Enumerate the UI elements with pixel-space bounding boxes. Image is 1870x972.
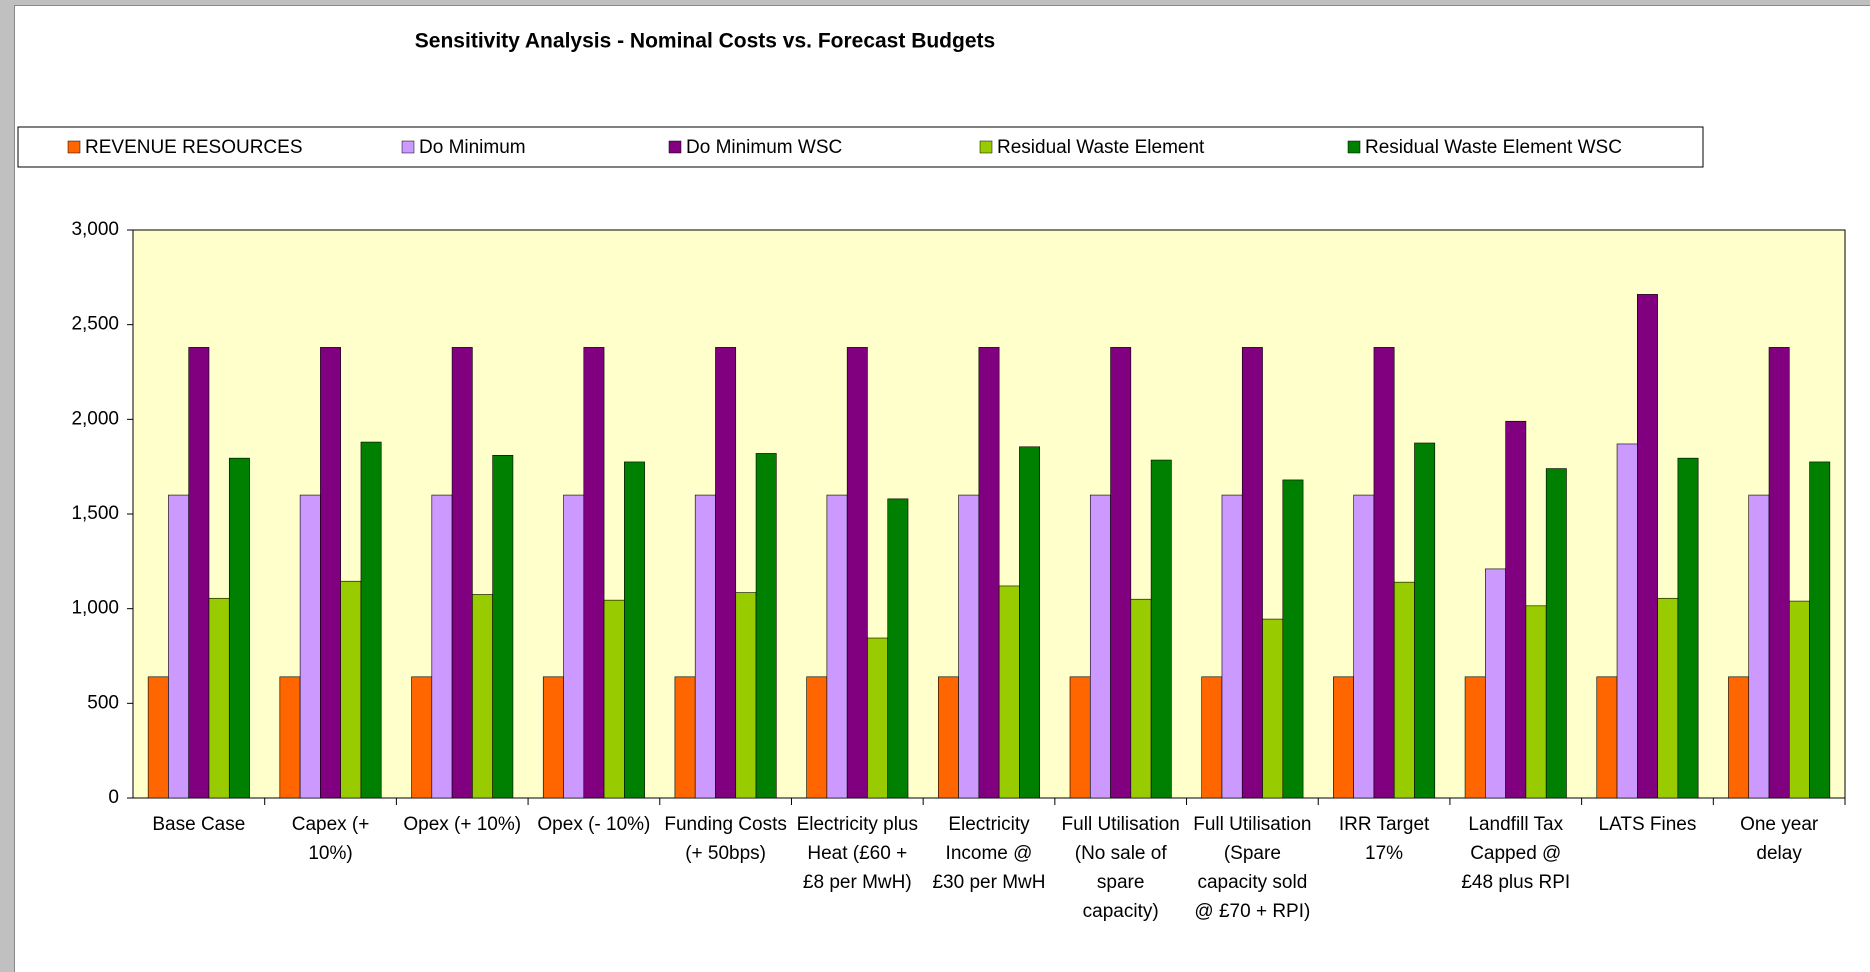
bar <box>208 597 230 799</box>
bar <box>472 594 493 799</box>
bar <box>299 494 321 799</box>
bar <box>340 580 362 799</box>
chart-title: Sensitivity Analysis - Nominal Costs vs.… <box>415 30 995 53</box>
chart-frame: Sensitivity Analysis - Nominal Costs vs.… <box>14 5 1870 972</box>
bar <box>411 676 433 799</box>
bar <box>978 347 1000 799</box>
chart: Sensitivity Analysis - Nominal Costs vs.… <box>17 30 1846 808</box>
bar <box>1485 568 1506 799</box>
x-tick-label: Opex (- 10%) <box>537 814 651 835</box>
bar <box>583 347 605 799</box>
bar <box>1809 461 1831 799</box>
bar <box>542 676 564 799</box>
x-tick-label: Electricity Income @ £30 per MwH <box>932 814 1046 893</box>
x-tick-label: Full Utilisation (No sale of spare capac… <box>1061 814 1180 922</box>
bar <box>1353 494 1375 799</box>
x-tick-label: Landfill Tax Capped @ £48 plus RPI <box>1461 814 1571 893</box>
bar <box>1333 676 1354 799</box>
bar <box>1596 676 1618 799</box>
bar <box>188 347 210 799</box>
bar <box>360 441 382 799</box>
x-tick-label: Electricity plus Heat (£60 + £8 per MwH) <box>796 814 918 893</box>
bar <box>168 494 190 799</box>
legend-label: REVENUE RESOURCES <box>85 137 303 158</box>
y-tick-label: 1,500 <box>71 503 119 524</box>
bar <box>1748 494 1770 799</box>
x-tick-label: LATS Fines <box>1598 814 1697 835</box>
legend-swatch <box>67 140 81 154</box>
bar <box>1221 494 1243 799</box>
bar <box>563 494 585 799</box>
bar <box>1414 442 1436 799</box>
bar <box>1616 443 1638 799</box>
bar <box>674 676 696 799</box>
bar <box>1728 676 1750 799</box>
bar <box>451 347 473 799</box>
bar <box>867 637 889 799</box>
bar <box>735 592 757 799</box>
x-tick-label: Base Case <box>152 814 246 835</box>
legend-swatch <box>979 140 993 154</box>
bar <box>1788 600 1810 799</box>
bar <box>1130 598 1152 799</box>
bar <box>492 455 514 799</box>
bar <box>998 585 1020 799</box>
bar <box>603 599 625 799</box>
bar <box>1393 581 1415 799</box>
bar <box>1282 479 1304 799</box>
bar <box>431 494 453 799</box>
legend-label: Do Minimum WSC <box>686 137 842 158</box>
bar <box>1019 446 1041 799</box>
bar <box>846 347 868 799</box>
bar <box>1525 605 1547 799</box>
bar <box>1201 676 1223 799</box>
bar <box>1677 457 1699 799</box>
legend-swatch <box>668 140 682 154</box>
bar <box>1110 347 1132 799</box>
legend-label: Do Minimum <box>419 137 526 158</box>
x-tick-label: IRR Target 17% <box>1338 814 1430 864</box>
bar <box>806 676 828 799</box>
bar <box>1262 618 1284 799</box>
bar <box>1545 468 1567 799</box>
bar <box>937 676 959 799</box>
bar <box>1373 347 1395 799</box>
legend-swatch <box>1347 140 1361 154</box>
bar <box>694 494 716 799</box>
y-tick-label: 2,500 <box>71 314 119 335</box>
x-tick-label: Full Utilisation (Spare capacity sold @ … <box>1193 814 1312 922</box>
legend-swatch <box>401 140 415 154</box>
y-tick-label: 2,000 <box>71 408 119 429</box>
bar <box>1657 597 1679 799</box>
bar <box>624 461 645 799</box>
y-tick-label: 500 <box>87 692 119 713</box>
bar <box>147 676 169 799</box>
x-tick-label: Capex (+ 10%) <box>291 814 370 864</box>
y-tick-label: 0 <box>108 787 119 808</box>
bar <box>1241 347 1263 799</box>
y-tick-label: 3,000 <box>71 219 119 240</box>
bar <box>1768 347 1790 799</box>
bar <box>1069 676 1091 799</box>
bar <box>1150 459 1172 799</box>
bar <box>1505 420 1527 799</box>
bar <box>715 347 737 799</box>
bar <box>228 457 250 799</box>
bar <box>320 347 341 799</box>
bar <box>958 494 980 799</box>
bar <box>887 498 909 799</box>
bar <box>755 453 777 799</box>
bar <box>279 676 301 799</box>
x-tick-label: Funding Costs (+ 50bps) <box>664 814 787 864</box>
y-tick-label: 1,000 <box>71 598 119 619</box>
legend-label: Residual Waste Element WSC <box>1365 137 1622 158</box>
x-tick-label: One year delay <box>1740 814 1819 864</box>
bar <box>1637 294 1658 799</box>
x-tick-label: Opex (+ 10%) <box>403 814 522 835</box>
bar <box>1464 676 1486 799</box>
legend-label: Residual Waste Element <box>997 137 1205 158</box>
bar <box>1089 494 1111 799</box>
legend-box <box>17 126 1704 168</box>
bar <box>826 494 848 799</box>
